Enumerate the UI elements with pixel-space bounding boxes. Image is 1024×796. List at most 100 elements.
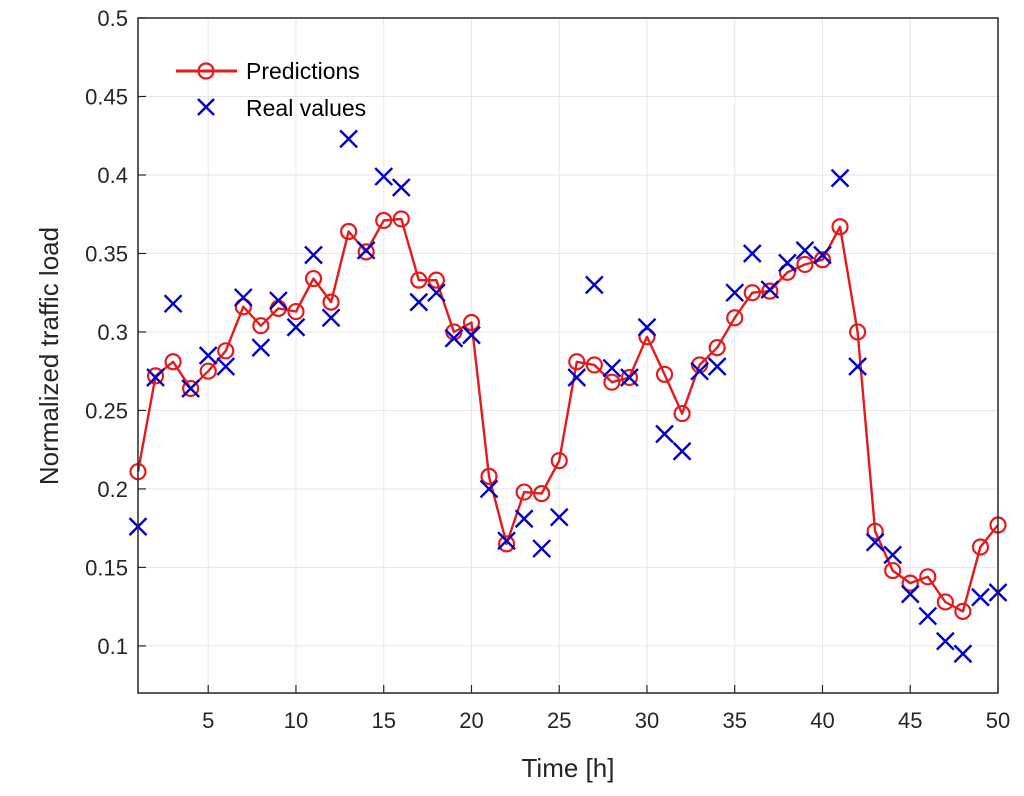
x-axis-ticks: 5 10 15 20 25 30 35 40 45 50 (202, 685, 1010, 733)
real-value-point (514, 509, 534, 529)
prediction-point (199, 362, 217, 380)
real-value-point (339, 129, 358, 149)
prediction-point (515, 483, 533, 501)
prediction-point (462, 313, 481, 332)
real-value-point (233, 288, 253, 307)
real-value-point (795, 240, 815, 260)
real-value-point (918, 606, 938, 626)
real-value-point (251, 338, 271, 357)
real-value-point (971, 587, 990, 607)
real-value-point (391, 178, 411, 197)
prediction-point (427, 271, 445, 289)
real-value-point (637, 317, 657, 337)
real-value-point (760, 280, 780, 299)
prediction-point (603, 373, 621, 391)
prediction-point (813, 251, 832, 269)
x-tick-label: 5 (202, 708, 214, 733)
real-value-point (742, 244, 762, 263)
real-value-point (620, 368, 639, 387)
x-tick-label: 45 (898, 708, 922, 733)
y-tick-label: 0.15 (85, 555, 128, 580)
real-value-point (690, 361, 709, 381)
prediction-point (533, 485, 551, 503)
prediction-point (620, 368, 639, 387)
y-tick-label: 0.5 (97, 6, 128, 31)
real-value-point (602, 358, 622, 378)
series-predictions (129, 210, 1007, 620)
prediction-point (252, 317, 270, 335)
prediction-point (392, 210, 410, 228)
prediction-point (848, 323, 867, 341)
real-value-point (216, 357, 236, 376)
real-value-point (356, 240, 376, 260)
x-tick-label: 25 (547, 708, 571, 733)
x-tick-label: 35 (722, 708, 746, 733)
legend-predictions-marker (197, 62, 215, 80)
real-value-point (813, 245, 832, 265)
prediction-point (357, 243, 375, 261)
real-value-point (479, 479, 499, 499)
real-value-point (830, 168, 850, 188)
real-value-point (198, 346, 218, 365)
y-tick-label: 0.35 (85, 241, 128, 266)
predictions-line (136, 217, 999, 613)
prediction-point (234, 298, 252, 316)
y-tick-label: 0.45 (85, 84, 128, 109)
prediction-point (480, 467, 498, 485)
real-value-point (848, 357, 867, 376)
real-value-point (707, 357, 727, 376)
real-value-point (286, 317, 306, 337)
real-value-point (304, 245, 323, 265)
prediction-point (708, 339, 726, 357)
y-tick-label: 0.1 (97, 634, 128, 659)
prediction-point (726, 309, 744, 327)
x-tick-label: 30 (635, 708, 659, 733)
y-tick-label: 0.3 (97, 320, 128, 345)
y-tick-label: 0.25 (85, 398, 128, 423)
series-real-values (128, 129, 1008, 664)
prediction-point (585, 356, 603, 374)
prediction-point (497, 535, 516, 553)
x-tick-label: 20 (459, 708, 483, 733)
legend-predictions-label: Predictions (246, 58, 360, 84)
real-value-point (181, 379, 201, 398)
prediction-point (410, 271, 428, 289)
real-value-point (444, 328, 464, 348)
real-value-point (584, 275, 604, 295)
y-axis-ticks: 0.1 0.15 0.2 0.25 0.3 0.35 0.4 0.45 0.5 (85, 6, 146, 659)
prediction-point (866, 522, 884, 540)
prediction-point (304, 269, 323, 288)
real-value-point (725, 283, 745, 303)
real-value-point (462, 325, 481, 345)
legend-real-values-label: Real values (246, 95, 366, 121)
real-value-point (567, 368, 587, 387)
real-value-point (374, 167, 394, 186)
real-value-point (900, 584, 920, 604)
y-axis-title: Normalized traffic load (34, 227, 64, 485)
prediction-point (831, 218, 849, 236)
prediction-point (287, 302, 305, 321)
plot-frame (137, 17, 999, 694)
prediction-point (901, 574, 919, 592)
y-tick-label: 0.4 (97, 163, 128, 188)
real-value-point (427, 283, 446, 303)
legend: Predictions Real values (176, 58, 366, 121)
prediction-point (673, 404, 691, 423)
prediction-point (954, 602, 972, 620)
real-value-point (146, 368, 165, 387)
real-value-point (497, 531, 516, 551)
real-value-point (409, 292, 429, 312)
prediction-point (796, 255, 814, 274)
legend-real-values-marker (197, 98, 215, 116)
prediction-point (936, 593, 954, 611)
prediction-point (778, 263, 796, 281)
real-value-point (269, 291, 288, 310)
prediction-point (884, 561, 902, 580)
real-value-point (672, 441, 692, 461)
x-tick-label: 15 (371, 708, 395, 733)
x-tick-label: 10 (284, 708, 308, 733)
plot-area (138, 18, 998, 693)
prediction-point (340, 222, 358, 241)
prediction-point (971, 538, 990, 556)
prediction-point (638, 328, 656, 346)
